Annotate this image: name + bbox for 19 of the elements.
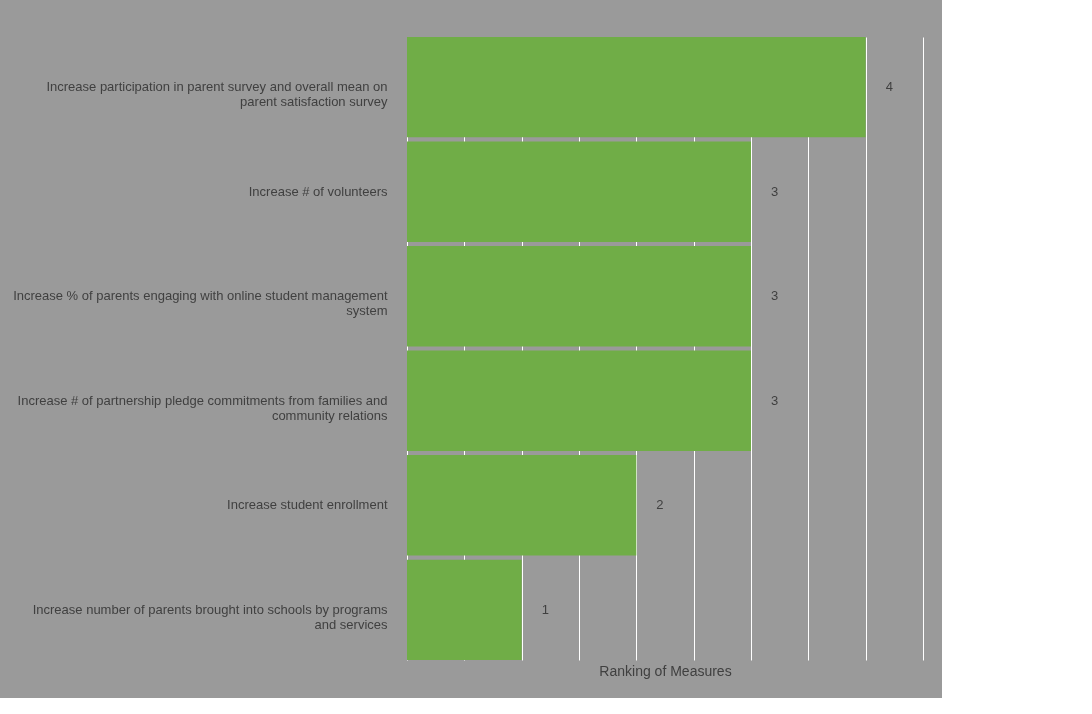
x-axis-title: Ranking of Measures: [599, 662, 732, 679]
y-tick-label: Increase student enrollment: [227, 497, 388, 513]
data-label: 3: [771, 183, 779, 199]
y-tick-label: Increase # of volunteers: [248, 183, 388, 199]
data-label: 1: [541, 601, 549, 617]
bar: [407, 559, 522, 660]
bar: [407, 455, 637, 556]
bar: [407, 37, 866, 138]
bar: [407, 246, 751, 347]
data-label: 2: [656, 497, 664, 513]
y-tick-label: Increase number of parents brought into schools by programs and services: [32, 601, 388, 632]
bar: [407, 350, 751, 451]
data-label: 4: [885, 79, 893, 95]
y-tick-label: Increase % of parents engaging with online student management system: [13, 288, 388, 319]
bar: [407, 141, 751, 242]
data-label: 3: [771, 288, 779, 304]
y-tick-label: Increase participation in parent survey and overall mean on parent satisfaction survey: [46, 79, 388, 110]
data-label: 3: [771, 392, 779, 408]
y-tick-label: Increase # of partnership pledge commitments from families and community relations: [17, 392, 388, 423]
